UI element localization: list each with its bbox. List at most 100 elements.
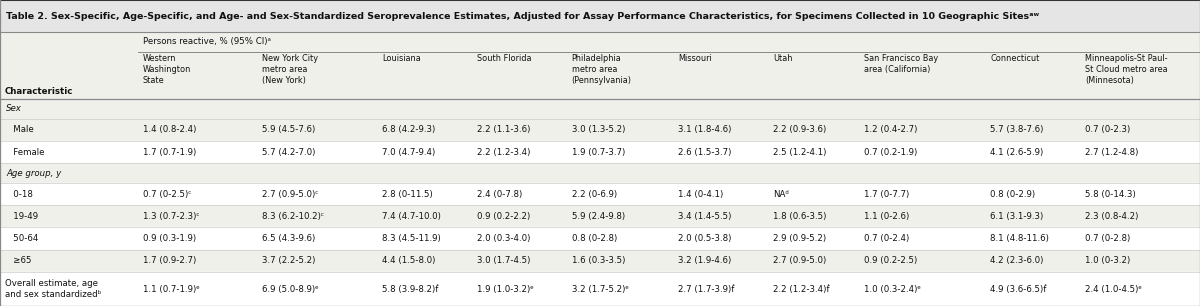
Text: 5.9 (4.5-7.6): 5.9 (4.5-7.6) [263,125,316,134]
Text: 3.4 (1.4-5.5): 3.4 (1.4-5.5) [678,212,732,221]
Text: San Francisco Bay
area (California): San Francisco Bay area (California) [864,54,938,74]
Text: 1.9 (1.0-3.2)ᵉ: 1.9 (1.0-3.2)ᵉ [476,285,534,293]
Text: Louisiana: Louisiana [382,54,420,63]
Text: 8.1 (4.8-11.6): 8.1 (4.8-11.6) [990,234,1049,243]
Bar [0,183,1200,205]
Text: 2.2 (0.9-3.6): 2.2 (0.9-3.6) [773,125,827,134]
Text: Connecticut: Connecticut [990,54,1039,63]
Bar [0,163,1200,183]
Text: 2.4 (0-7.8): 2.4 (0-7.8) [476,189,522,199]
Text: Utah: Utah [773,54,793,63]
Text: 0.7 (0-2.8): 0.7 (0-2.8) [1085,234,1130,243]
Text: 1.0 (0.3-2.4)ᵉ: 1.0 (0.3-2.4)ᵉ [864,285,920,293]
Text: 6.1 (3.1-9.3): 6.1 (3.1-9.3) [990,212,1044,221]
Text: 0.8 (0-2.9): 0.8 (0-2.9) [990,189,1036,199]
Bar [0,272,1200,306]
Text: 5.8 (0-14.3): 5.8 (0-14.3) [1085,189,1136,199]
Text: Characteristic: Characteristic [5,87,73,95]
Text: 1.7 (0.9-2.7): 1.7 (0.9-2.7) [143,256,196,265]
Text: 3.0 (1.3-5.2): 3.0 (1.3-5.2) [571,125,625,134]
Text: Sex: Sex [6,104,22,114]
Text: 0.7 (0.2-1.9): 0.7 (0.2-1.9) [864,148,917,157]
Text: NAᵈ: NAᵈ [773,189,788,199]
Text: 1.8 (0.6-3.5): 1.8 (0.6-3.5) [773,212,827,221]
Text: 5.7 (3.8-7.6): 5.7 (3.8-7.6) [990,125,1044,134]
Text: 1.6 (0.3-3.5): 1.6 (0.3-3.5) [571,256,625,265]
Text: Missouri: Missouri [678,54,712,63]
Text: South Florida: South Florida [476,54,532,63]
Text: 8.3 (4.5-11.9): 8.3 (4.5-11.9) [382,234,440,243]
Text: 1.7 (0-7.7): 1.7 (0-7.7) [864,189,910,199]
Bar [0,205,1200,227]
Text: 4.9 (3.6-6.5)ḟ: 4.9 (3.6-6.5)ḟ [990,285,1046,293]
Text: New York City
metro area
(New York): New York City metro area (New York) [263,54,318,85]
Text: Overall estimate, age
and sex standardizedᵇ: Overall estimate, age and sex standardiz… [5,279,101,299]
Text: 4.4 (1.5-8.0): 4.4 (1.5-8.0) [382,256,436,265]
Bar [0,119,1200,141]
Text: 2.9 (0.9-5.2): 2.9 (0.9-5.2) [773,234,827,243]
Bar [0,0,1200,32]
Text: 1.2 (0.4-2.7): 1.2 (0.4-2.7) [864,125,917,134]
Bar [0,32,1200,52]
Text: 2.7 (1.2-4.8): 2.7 (1.2-4.8) [1085,148,1139,157]
Text: Age group, y: Age group, y [6,169,61,177]
Text: Persons reactive, % (95% CI)ᵃ: Persons reactive, % (95% CI)ᵃ [143,37,271,46]
Text: 19-49: 19-49 [5,212,38,221]
Text: 0.7 (0-2.3): 0.7 (0-2.3) [1085,125,1130,134]
Text: 0-18: 0-18 [5,189,32,199]
Text: ≥65: ≥65 [5,256,31,265]
Text: 1.4 (0-4.1): 1.4 (0-4.1) [678,189,724,199]
Text: 2.0 (0.3-4.0): 2.0 (0.3-4.0) [476,234,530,243]
Text: 5.8 (3.9-8.2)ḟ: 5.8 (3.9-8.2)ḟ [382,285,438,293]
Text: Female: Female [5,148,44,157]
Text: 0.9 (0.2-2.5): 0.9 (0.2-2.5) [864,256,917,265]
Text: 0.9 (0.2-2.2): 0.9 (0.2-2.2) [476,212,530,221]
Text: 2.7 (1.7-3.9)ḟ: 2.7 (1.7-3.9)ḟ [678,285,734,293]
Text: 2.8 (0-11.5): 2.8 (0-11.5) [382,189,432,199]
Text: 1.1 (0-2.6): 1.1 (0-2.6) [864,212,910,221]
Text: Male: Male [5,125,34,134]
Text: 2.2 (0-6.9): 2.2 (0-6.9) [571,189,617,199]
Text: 0.7 (0-2.4): 0.7 (0-2.4) [864,234,910,243]
Text: 8.3 (6.2-10.2)ᶜ: 8.3 (6.2-10.2)ᶜ [263,212,324,221]
Text: 5.7 (4.2-7.0): 5.7 (4.2-7.0) [263,148,316,157]
Text: 3.7 (2.2-5.2): 3.7 (2.2-5.2) [263,256,316,265]
Text: Table 2. Sex-Specific, Age-Specific, and Age- and Sex-Standardized Seroprevalenc: Table 2. Sex-Specific, Age-Specific, and… [6,12,1039,21]
Text: Western
Washington
State: Western Washington State [143,54,191,85]
Text: 7.4 (4.7-10.0): 7.4 (4.7-10.0) [382,212,440,221]
Text: 3.1 (1.8-4.6): 3.1 (1.8-4.6) [678,125,732,134]
Bar [0,250,1200,272]
Text: 0.7 (0-2.5)ᶜ: 0.7 (0-2.5)ᶜ [143,189,191,199]
Text: 0.8 (0-2.8): 0.8 (0-2.8) [571,234,617,243]
Text: 1.7 (0.7-1.9): 1.7 (0.7-1.9) [143,148,196,157]
Text: 50-64: 50-64 [5,234,38,243]
Text: 1.4 (0.8-2.4): 1.4 (0.8-2.4) [143,125,197,134]
Text: 6.5 (4.3-9.6): 6.5 (4.3-9.6) [263,234,316,243]
Text: 1.3 (0.7-2.3)ᶜ: 1.3 (0.7-2.3)ᶜ [143,212,199,221]
Text: 4.1 (2.6-5.9): 4.1 (2.6-5.9) [990,148,1044,157]
Text: 2.7 (0.9-5.0)ᶜ: 2.7 (0.9-5.0)ᶜ [263,189,319,199]
Text: 7.0 (4.7-9.4): 7.0 (4.7-9.4) [382,148,436,157]
Text: 2.2 (1.1-3.6): 2.2 (1.1-3.6) [476,125,530,134]
Bar [0,141,1200,163]
Text: 3.2 (1.9-4.6): 3.2 (1.9-4.6) [678,256,732,265]
Text: 2.4 (1.0-4.5)ᵉ: 2.4 (1.0-4.5)ᵉ [1085,285,1142,293]
Text: 5.9 (2.4-9.8): 5.9 (2.4-9.8) [571,212,625,221]
Text: 0.9 (0.3-1.9): 0.9 (0.3-1.9) [143,234,196,243]
Bar [0,227,1200,250]
Text: 2.5 (1.2-4.1): 2.5 (1.2-4.1) [773,148,827,157]
Text: 4.2 (2.3-6.0): 4.2 (2.3-6.0) [990,256,1044,265]
Text: 3.0 (1.7-4.5): 3.0 (1.7-4.5) [476,256,530,265]
Text: 1.0 (0-3.2): 1.0 (0-3.2) [1085,256,1130,265]
Text: 2.7 (0.9-5.0): 2.7 (0.9-5.0) [773,256,827,265]
Bar [0,99,1200,119]
Text: 2.3 (0.8-4.2): 2.3 (0.8-4.2) [1085,212,1139,221]
Text: 1.9 (0.7-3.7): 1.9 (0.7-3.7) [571,148,625,157]
Text: Minneapolis-St Paul-
St Cloud metro area
(Minnesota): Minneapolis-St Paul- St Cloud metro area… [1085,54,1168,85]
Text: 2.2 (1.2-3.4): 2.2 (1.2-3.4) [476,148,530,157]
Text: 2.2 (1.2-3.4)ḟ: 2.2 (1.2-3.4)ḟ [773,285,829,293]
Text: 6.9 (5.0-8.9)ᵉ: 6.9 (5.0-8.9)ᵉ [263,285,319,293]
Text: Philadelphia
metro area
(Pennsylvania): Philadelphia metro area (Pennsylvania) [571,54,631,85]
Text: 2.0 (0.5-3.8): 2.0 (0.5-3.8) [678,234,732,243]
Text: 2.6 (1.5-3.7): 2.6 (1.5-3.7) [678,148,732,157]
